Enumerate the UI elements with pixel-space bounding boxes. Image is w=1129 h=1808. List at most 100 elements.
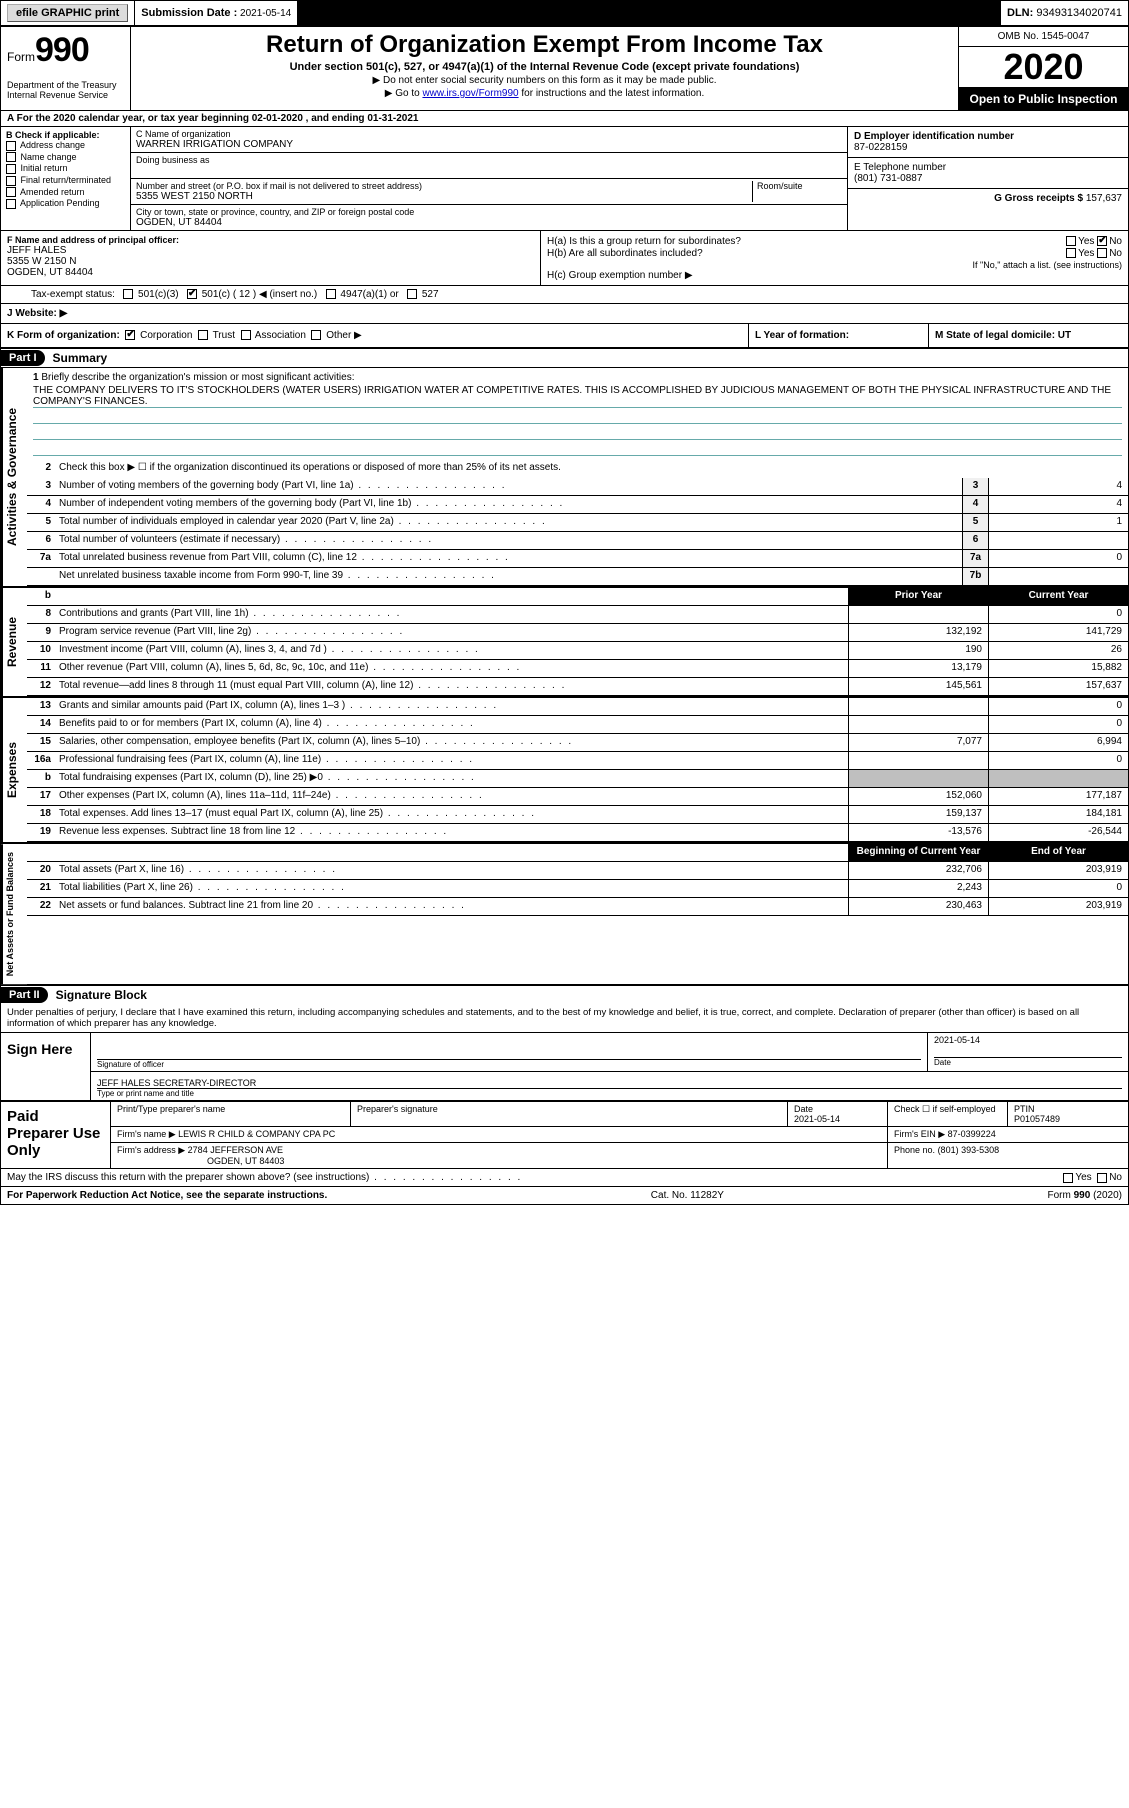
line-desc: Other revenue (Part VIII, column (A), li…: [55, 660, 848, 677]
py-val: 2,243: [848, 880, 988, 897]
vtab-revenue: Revenue: [1, 588, 27, 696]
form-header: Form 990 Department of the Treasury Inte…: [1, 27, 1128, 110]
cy-val: 0: [988, 716, 1128, 733]
col-b-check[interactable]: [6, 164, 16, 174]
k-assoc-check[interactable]: [241, 330, 251, 340]
expenses-section: Expenses 13Grants and similar amounts pa…: [1, 696, 1128, 842]
line-desc: Total revenue—add lines 8 through 11 (mu…: [55, 678, 848, 695]
gov-line: Net unrelated business taxable income fr…: [27, 568, 1128, 586]
tax-year: 2020: [959, 47, 1128, 88]
city-value: OGDEN, UT 84404: [136, 217, 842, 228]
note-goto: ▶ Go to www.irs.gov/Form990 for instruct…: [135, 88, 954, 99]
line-desc: Other expenses (Part IX, column (A), lin…: [55, 788, 848, 805]
part1-title: Summary: [45, 349, 116, 367]
footer-right: Form 990 (2020): [1048, 1190, 1122, 1201]
line-desc: Total assets (Part X, line 16): [55, 862, 848, 879]
form-title: Return of Organization Exempt From Incom…: [135, 31, 954, 59]
header-right: OMB No. 1545-0047 2020 Open to Public In…: [958, 27, 1128, 110]
state-domicile: M State of legal domicile: UT: [928, 324, 1128, 347]
ein-value: 87-0228159: [854, 142, 907, 153]
header-left: Form 990 Department of the Treasury Inte…: [1, 27, 131, 110]
py-val: 132,192: [848, 624, 988, 641]
discuss-yes-check[interactable]: [1063, 1173, 1073, 1183]
line2-num: 2: [27, 460, 55, 478]
tax-status-label: Tax-exempt status:: [31, 289, 115, 300]
gross-receipts-block: G Gross receipts $ 157,637: [848, 189, 1128, 208]
col-b-check[interactable]: [6, 152, 16, 162]
line-desc: Salaries, other compensation, employee b…: [55, 734, 848, 751]
form-of-org: K Form of organization: Corporation Trus…: [1, 324, 748, 347]
exp-line: 18Total expenses. Add lines 13–17 (must …: [27, 806, 1128, 824]
line-val: 0: [988, 550, 1128, 567]
sig-date-value: 2021-05-14: [934, 1035, 1122, 1045]
line-val: 4: [988, 496, 1128, 513]
col-b-check[interactable]: [6, 141, 16, 151]
cy-header: Current Year: [988, 588, 1128, 605]
form-990-page: efile GRAPHIC print Submission Date : 20…: [0, 0, 1129, 1205]
vtab-netassets: Net Assets or Fund Balances: [1, 844, 27, 984]
irs-link[interactable]: www.irs.gov/Form990: [422, 88, 518, 99]
line-box: 7b: [962, 568, 988, 585]
firm-name: LEWIS R CHILD & COMPANY CPA PC: [178, 1129, 335, 1139]
hb-no-check[interactable]: [1097, 248, 1107, 258]
column-deg: D Employer identification number 87-0228…: [848, 127, 1128, 230]
ein-label: D Employer identification number: [854, 131, 1014, 142]
col-b-check[interactable]: [6, 199, 16, 209]
na-col-headers: Beginning of Current Year End of Year: [27, 844, 1128, 862]
page-footer: For Paperwork Reduction Act Notice, see …: [1, 1186, 1128, 1204]
paid-left-label: Paid Preparer Use Only: [1, 1102, 111, 1168]
part2-header: Part II Signature Block: [1, 984, 1128, 1004]
ha-yes-check[interactable]: [1066, 236, 1076, 246]
k-trust-check[interactable]: [198, 330, 208, 340]
hb-answers: Yes No: [1066, 248, 1122, 259]
discuss-no-check[interactable]: [1097, 1173, 1107, 1183]
col-b-check[interactable]: [6, 187, 16, 197]
na-py-header: Beginning of Current Year: [848, 844, 988, 861]
dln-cell: DLN: 93493134020741: [1000, 1, 1128, 25]
firm-name-label: Firm's name ▶: [117, 1129, 176, 1139]
col-b-check[interactable]: [6, 176, 16, 186]
pr-row-2: Firm's name ▶ LEWIS R CHILD & COMPANY CP…: [111, 1127, 1128, 1143]
vtab-activities: Activities & Governance: [1, 368, 27, 586]
line-num: b: [27, 770, 55, 787]
firm-addr-label: Firm's address ▶: [117, 1145, 185, 1155]
open-to-public: Open to Public Inspection: [959, 88, 1128, 110]
k-other-check[interactable]: [311, 330, 321, 340]
ts-501c3-check[interactable]: [123, 289, 133, 299]
cy-val: 0: [988, 752, 1128, 769]
room-label: Room/suite: [752, 181, 842, 202]
exp-line: bTotal fundraising expenses (Part IX, co…: [27, 770, 1128, 788]
ts-527-check[interactable]: [407, 289, 417, 299]
ha-no-check[interactable]: [1097, 236, 1107, 246]
rev-hdr-num: b: [27, 588, 55, 605]
rev-line: 11Other revenue (Part VIII, column (A), …: [27, 660, 1128, 678]
netassets-section: Net Assets or Fund Balances Beginning of…: [1, 842, 1128, 984]
ts-501c-check[interactable]: [187, 289, 197, 299]
py-val: 152,060: [848, 788, 988, 805]
hb-no: No: [1109, 248, 1122, 259]
discuss-text: May the IRS discuss this return with the…: [7, 1172, 522, 1183]
cy-val: 177,187: [988, 788, 1128, 805]
line-num: 7a: [27, 550, 55, 567]
hb-yes-check[interactable]: [1066, 248, 1076, 258]
col-b-item: Name change: [6, 152, 125, 163]
py-val: 232,706: [848, 862, 988, 879]
note2-post: for instructions and the latest informat…: [519, 88, 705, 99]
hb-note: If "No," attach a list. (see instruction…: [547, 260, 1122, 270]
efile-print: efile GRAPHIC print: [1, 1, 135, 25]
org-name-block: C Name of organization WARREN IRRIGATION…: [131, 127, 847, 153]
gross-label: G Gross receipts $: [994, 193, 1083, 204]
firm-addr2: OGDEN, UT 84403: [207, 1156, 284, 1166]
ts-4947-check[interactable]: [326, 289, 336, 299]
cy-val: 203,919: [988, 898, 1128, 915]
part1-header: Part I Summary: [1, 347, 1128, 367]
efile-button[interactable]: efile GRAPHIC print: [7, 4, 128, 22]
org-name: WARREN IRRIGATION COMPANY: [136, 139, 842, 150]
rev-col-headers: b Prior Year Current Year: [27, 588, 1128, 606]
line-box: 7a: [962, 550, 988, 567]
cy-val: 0: [988, 606, 1128, 623]
firm-ein: 87-0399224: [948, 1129, 996, 1139]
row-f-h: F Name and address of principal officer:…: [1, 230, 1128, 285]
firm-phone-label: Phone no.: [894, 1145, 935, 1155]
k-corp-check[interactable]: [125, 330, 135, 340]
